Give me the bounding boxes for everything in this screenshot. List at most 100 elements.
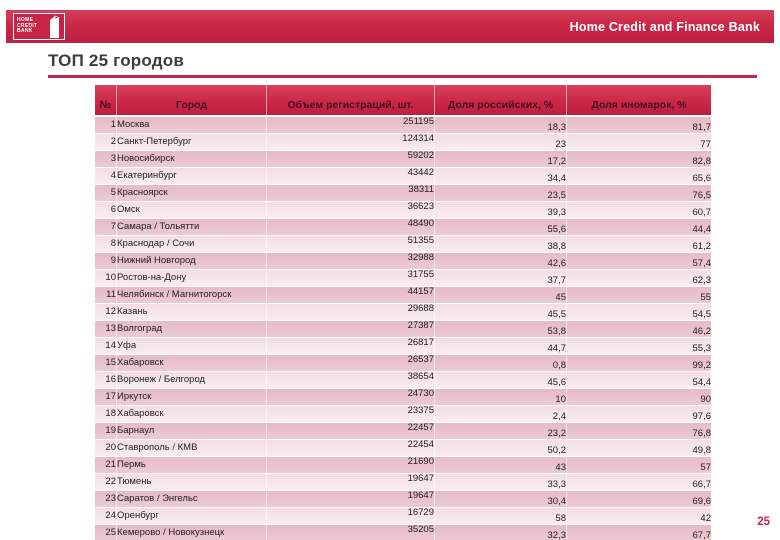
foreign-share-value: 97,6 (567, 406, 711, 423)
city-name: Новосибирск (117, 151, 267, 168)
city-name: Казань (117, 304, 267, 321)
row-number: 11 (95, 287, 117, 304)
table-row: 24 Оренбург 16729 58 42 (95, 508, 711, 525)
foreign-share-value: 65,6 (567, 168, 711, 185)
russian-share-value: 34,4 (435, 168, 567, 185)
home-credit-logo: HOME CREDIT BANK (13, 13, 65, 40)
foreign-share-value: 76,8 (567, 423, 711, 440)
russian-share-value: 32,3 (435, 525, 567, 540)
table-row: 14 Уфа 26817 44,7 55,3 (95, 338, 711, 355)
bank-name-text: Home Credit and Finance Bank (569, 19, 760, 34)
table-row: 6 Омск 36623 39,3 60,7 (95, 202, 711, 219)
foreign-share-value: 62,3 (567, 270, 711, 287)
table-row: 17 Иркутск 24730 10 90 (95, 389, 711, 406)
slide-title: ТОП 25 городов (48, 51, 184, 70)
russian-share-value: 10 (435, 389, 567, 406)
row-number: 12 (95, 304, 117, 321)
city-name: Санкт-Петербург (117, 134, 267, 151)
registrations-value: 44157 (267, 287, 435, 304)
column-header-1: Город (117, 85, 267, 117)
column-header-3: Доля российских, % (435, 85, 567, 117)
table-body: 1 Москва 251195 18,3 81,7 2 Санкт-Петербург 124… (95, 117, 711, 540)
city-name: Хабаровск (117, 406, 267, 423)
foreign-share-value: 82,8 (567, 151, 711, 168)
city-name: Ставрополь / КМВ (117, 440, 267, 457)
row-number: 7 (95, 219, 117, 236)
row-number: 13 (95, 321, 117, 338)
row-number: 3 (95, 151, 117, 168)
city-name: Москва (117, 117, 267, 134)
city-name: Пермь (117, 457, 267, 474)
foreign-share-value: 61,2 (567, 236, 711, 253)
registrations-value: 29688 (267, 304, 435, 321)
table-row: 18 Хабаровск 23375 2,4 97,6 (95, 406, 711, 423)
row-number: 20 (95, 440, 117, 457)
russian-share-value: 23,5 (435, 185, 567, 202)
city-name: Екатеринбург (117, 168, 267, 185)
title-underline (48, 75, 757, 78)
table-row: 4 Екатеринбург 43442 34,4 65,6 (95, 168, 711, 185)
registrations-value: 38654 (267, 372, 435, 389)
table-row: 7 Самара / Тольятти 48490 55,6 44,4 (95, 219, 711, 236)
table-row: 3 Новосибирск 59202 17,2 82,8 (95, 151, 711, 168)
logo-tower-icon (50, 15, 60, 38)
registrations-value: 19647 (267, 491, 435, 508)
table-row: 22 Тюмень 19647 33,3 66,7 (95, 474, 711, 491)
city-name: Кемерово / Новокузнецк (117, 525, 267, 540)
table-row: 23 Саратов / Энгельс 19647 30,4 69,6 (95, 491, 711, 508)
city-name: Ростов-на-Дону (117, 270, 267, 287)
registrations-value: 27387 (267, 321, 435, 338)
russian-share-value: 43 (435, 457, 567, 474)
russian-share-value: 50,2 (435, 440, 567, 457)
row-number: 25 (95, 525, 117, 540)
table-row: 16 Воронеж / Белгород 38654 45,6 54,4 (95, 372, 711, 389)
foreign-share-value: 99,2 (567, 355, 711, 372)
city-name: Уфа (117, 338, 267, 355)
header-row: № Город Объем регистраций, шт. Доля российс… (95, 85, 711, 117)
table-row: 15 Хабаровск 26537 0,8 99,2 (95, 355, 711, 372)
row-number: 15 (95, 355, 117, 372)
city-name: Воронеж / Белгород (117, 372, 267, 389)
row-number: 16 (95, 372, 117, 389)
table-row: 9 Нижний Новгород 32988 42,6 57,4 (95, 253, 711, 270)
city-name: Челябинск / Магнитогорск (117, 287, 267, 304)
foreign-share-value: 42 (567, 508, 711, 525)
russian-share-value: 23 (435, 134, 567, 151)
foreign-share-value: 44,4 (567, 219, 711, 236)
russian-share-value: 53,8 (435, 321, 567, 338)
registrations-value: 19647 (267, 474, 435, 491)
registrations-value: 59202 (267, 151, 435, 168)
header-banner: HOME CREDIT BANK Home Credit and Finance… (6, 10, 774, 43)
russian-share-value: 18,3 (435, 117, 567, 134)
russian-share-value: 44,7 (435, 338, 567, 355)
russian-share-value: 58 (435, 508, 567, 525)
russian-share-value: 39,3 (435, 202, 567, 219)
russian-share-value: 2,4 (435, 406, 567, 423)
row-number: 9 (95, 253, 117, 270)
city-name: Нижний Новгород (117, 253, 267, 270)
foreign-share-value: 69,6 (567, 491, 711, 508)
foreign-share-value: 77 (567, 134, 711, 151)
row-number: 14 (95, 338, 117, 355)
registrations-value: 38311 (267, 185, 435, 202)
russian-share-value: 17,2 (435, 151, 567, 168)
foreign-share-value: 81,7 (567, 117, 711, 134)
table-header: № Город Объем регистраций, шт. Доля российс… (95, 85, 711, 117)
foreign-share-value: 54,5 (567, 304, 711, 321)
russian-share-value: 37,7 (435, 270, 567, 287)
registrations-value: 26817 (267, 338, 435, 355)
registrations-value: 16729 (267, 508, 435, 525)
foreign-share-value: 90 (567, 389, 711, 406)
russian-share-value: 45,6 (435, 372, 567, 389)
foreign-share-value: 67,7 (567, 525, 711, 540)
table-row: 1 Москва 251195 18,3 81,7 (95, 117, 711, 134)
table-row: 25 Кемерово / Новокузнецк 35205 32,3 67,7 (95, 525, 711, 540)
logo-line: BANK (17, 28, 33, 35)
registrations-value: 43442 (267, 168, 435, 185)
russian-share-value: 42,6 (435, 253, 567, 270)
russian-share-value: 55,6 (435, 219, 567, 236)
page-number: 25 (757, 516, 770, 528)
registrations-value: 23375 (267, 406, 435, 423)
cities-table: № Город Объем регистраций, шт. Доля российс… (95, 85, 711, 540)
